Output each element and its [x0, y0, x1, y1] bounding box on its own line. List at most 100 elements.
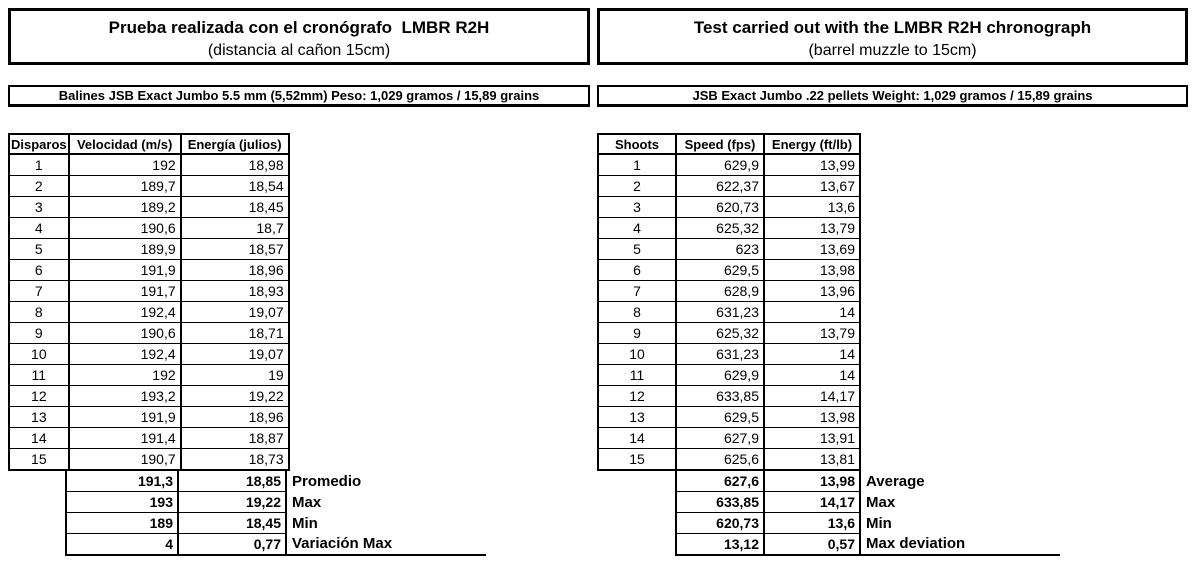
energy-cell: 14 [763, 343, 861, 365]
panel-english: Test carried out with the LMBR R2H chron… [597, 0, 1188, 556]
summary-speed-cell: 620,73 [675, 512, 765, 534]
energy-cell: 18,96 [179, 259, 290, 281]
shot-cell: 10 [8, 343, 70, 365]
shot-cell: 5 [8, 238, 70, 260]
shot-cell: 14 [8, 427, 70, 449]
summary-table-english: 627,6 13,98 Average 633,85 14,17 Max 620,73 13,… [675, 471, 1060, 556]
energy-cell: 14,17 [763, 385, 861, 407]
speed-cell: 629,9 [675, 153, 765, 176]
shot-cell: 12 [8, 385, 70, 407]
table-row: 13 629,5 13,98 [597, 406, 861, 428]
energy-cell: 13,98 [763, 406, 861, 428]
speed-cell: 190,7 [67, 448, 182, 471]
table-row: 9 190,6 18,71 [8, 322, 290, 344]
table-row: 3 620,73 13,6 [597, 196, 861, 218]
energy-cell: 14 [763, 364, 861, 386]
energy-cell: 18,45 [179, 196, 290, 218]
summary-table-spanish: 191,3 18,85 Promedio 193 19,22 Max 189 18,45 Min… [65, 471, 486, 556]
energy-cell: 18,73 [179, 448, 290, 471]
pellet-info-box: JSB Exact Jumbo .22 pellets Weight: 1,02… [597, 85, 1188, 107]
energy-cell: 13,81 [763, 448, 861, 471]
speed-cell: 191,4 [67, 427, 182, 449]
summary-label: Max [286, 491, 486, 513]
speed-cell: 629,9 [675, 364, 765, 386]
summary-speed-cell: 191,3 [65, 471, 179, 492]
shot-cell: 3 [597, 196, 677, 218]
shot-cell: 9 [8, 322, 70, 344]
shot-cell: 8 [8, 301, 70, 323]
speed-cell: 620,73 [675, 196, 765, 218]
column-header-shots: Disparos [8, 133, 70, 155]
table-row: 11 192 19 [8, 364, 290, 386]
summary-energy-cell: 13,6 [763, 512, 861, 534]
title-box-spanish: Prueba realizada con el cronógrafo LMBR … [8, 8, 590, 65]
energy-cell: 13,79 [763, 322, 861, 344]
table-row: 8 631,23 14 [597, 301, 861, 323]
panel-title: Prueba realizada con el cronógrafo LMBR … [108, 18, 490, 37]
speed-cell: 192,4 [67, 301, 182, 323]
shot-cell: 9 [597, 322, 677, 344]
table-row: 8 192,4 19,07 [8, 301, 290, 323]
shot-cell: 15 [8, 448, 70, 471]
shot-cell: 2 [8, 175, 70, 197]
speed-cell: 625,32 [675, 217, 765, 239]
summary-speed-cell: 189 [65, 512, 179, 534]
table-row: 4 625,32 13,79 [597, 217, 861, 239]
energy-cell: 18,98 [179, 153, 290, 176]
summary-row: 627,6 13,98 Average [675, 471, 1060, 492]
summary-row: 189 18,45 Min [65, 512, 486, 534]
summary-energy-cell: 14,17 [763, 491, 861, 513]
shot-cell: 13 [8, 406, 70, 428]
panel-title: Test carried out with the LMBR R2H chron… [693, 18, 1092, 37]
summary-label: Min [286, 512, 486, 534]
energy-cell: 19 [179, 364, 290, 386]
speed-cell: 189,9 [67, 238, 182, 260]
summary-speed-cell: 193 [65, 491, 179, 513]
summary-energy-cell: 18,45 [177, 512, 287, 534]
table-row: 5 623 13,69 [597, 238, 861, 260]
speed-cell: 631,23 [675, 301, 765, 323]
panel-subtitle: (barrel muzzle to 15cm) [808, 42, 977, 59]
speed-cell: 189,2 [67, 196, 182, 218]
shot-cell: 4 [8, 217, 70, 239]
summary-speed-cell: 633,85 [675, 491, 765, 513]
summary-speed-cell: 627,6 [675, 471, 765, 492]
speed-cell: 631,23 [675, 343, 765, 365]
speed-cell: 627,9 [675, 427, 765, 449]
shot-cell: 12 [597, 385, 677, 407]
shot-cell: 1 [8, 153, 70, 176]
column-header-speed: Velocidad (m/s) [67, 133, 182, 155]
summary-row: 620,73 13,6 Min [675, 512, 1060, 534]
column-header-shots: Shoots [597, 133, 677, 155]
shot-cell: 8 [597, 301, 677, 323]
speed-cell: 190,6 [67, 322, 182, 344]
table-row: 1 192 18,98 [8, 153, 290, 176]
energy-cell: 19,07 [179, 301, 290, 323]
speed-cell: 192 [67, 364, 182, 386]
energy-cell: 18,54 [179, 175, 290, 197]
table-row: 15 190,7 18,73 [8, 448, 290, 471]
summary-label: Promedio [286, 471, 486, 492]
shot-cell: 1 [597, 153, 677, 176]
energy-cell: 13,98 [763, 259, 861, 281]
shot-cell: 7 [8, 280, 70, 302]
energy-cell: 13,79 [763, 217, 861, 239]
summary-label: Max [860, 491, 1060, 513]
summary-speed-cell: 13,12 [675, 533, 765, 556]
speed-cell: 193,2 [67, 385, 182, 407]
table-row: 15 625,6 13,81 [597, 448, 861, 471]
table-row: 11 629,9 14 [597, 364, 861, 386]
column-header-energy: Energy (ft/lb) [763, 133, 861, 155]
table-row: 10 192,4 19,07 [8, 343, 290, 365]
panel-spanish: Prueba realizada con el cronógrafo LMBR … [8, 0, 590, 556]
energy-cell: 13,67 [763, 175, 861, 197]
header-row: Disparos Velocidad (m/s) Energía (julios… [8, 133, 290, 155]
shot-cell: 7 [597, 280, 677, 302]
data-table-english: Shoots Speed (fps) Energy (ft/lb) 1 629,9… [597, 133, 861, 471]
table-row: 10 631,23 14 [597, 343, 861, 365]
table-row: 12 633,85 14,17 [597, 385, 861, 407]
energy-cell: 19,07 [179, 343, 290, 365]
shot-cell: 14 [597, 427, 677, 449]
title-box-english: Test carried out with the LMBR R2H chron… [597, 8, 1188, 65]
table-row: 14 627,9 13,91 [597, 427, 861, 449]
